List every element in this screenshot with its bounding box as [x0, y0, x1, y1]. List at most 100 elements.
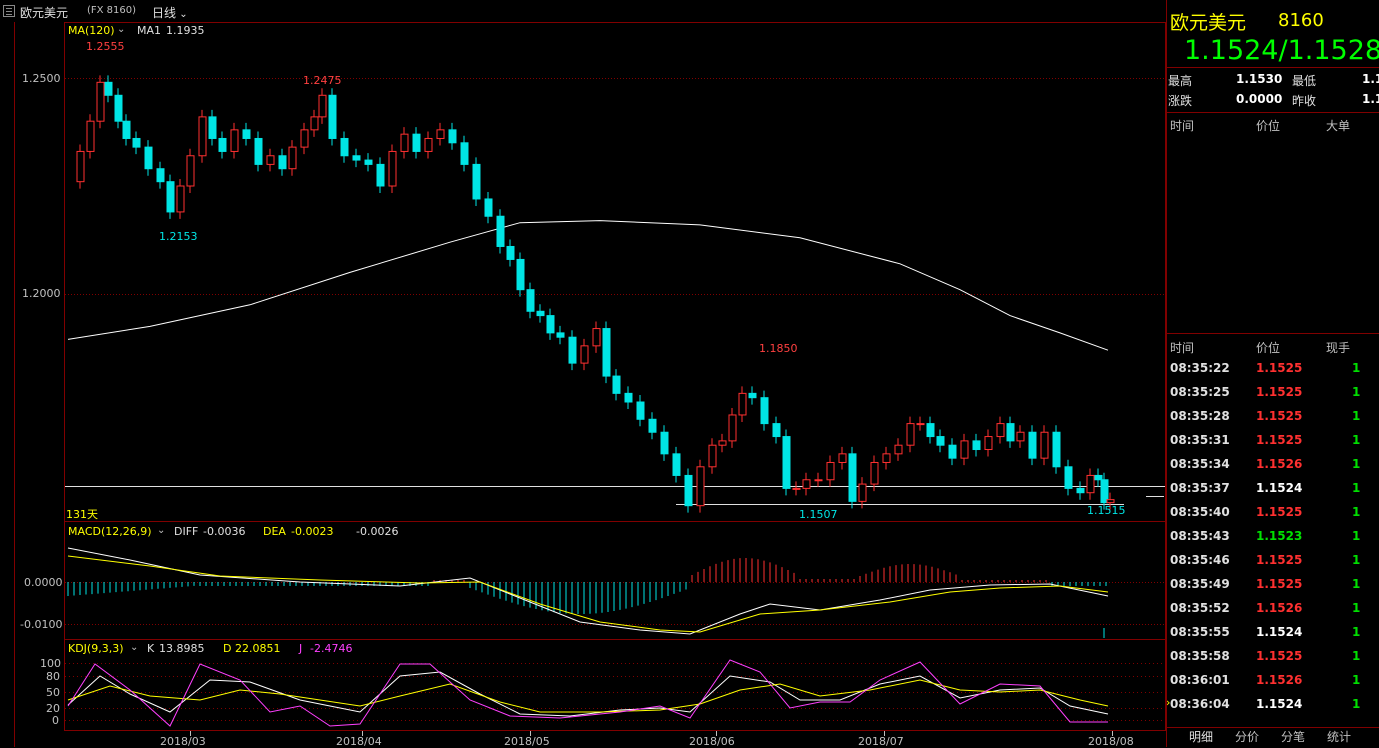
- x-tick-label: 2018/06: [689, 735, 735, 748]
- tick-row: 08:35:40 1.1525 1: [1166, 500, 1379, 524]
- tab-tick-list[interactable]: 分笔: [1280, 730, 1305, 744]
- candle-body: [400, 133, 409, 152]
- tick-price: 1.1525: [1256, 577, 1303, 591]
- menu-icon[interactable]: [3, 5, 15, 17]
- candle-body: [376, 163, 385, 187]
- candle-body: [984, 436, 993, 451]
- candle-body: [838, 453, 847, 463]
- y-tick-label: 0: [52, 714, 59, 727]
- tick-time: 08:35:37: [1170, 481, 1230, 495]
- chart-area[interactable]: [0, 0, 1166, 747]
- candle-body: [894, 444, 903, 455]
- tab-statistics[interactable]: 统计: [1326, 730, 1351, 744]
- tick-time: 08:35:43: [1170, 529, 1230, 543]
- tick-price: 1.1526: [1256, 457, 1303, 471]
- chevron-down-icon[interactable]: ⌄: [117, 24, 126, 35]
- x-tick-label: 2018/08: [1088, 735, 1134, 748]
- big-order-time-header: 时间: [1170, 119, 1195, 133]
- candle-body: [858, 483, 867, 502]
- candle-body: [814, 479, 823, 482]
- candle-body: [208, 116, 217, 139]
- candle-body: [526, 289, 535, 312]
- tick-price: 1.1526: [1256, 673, 1303, 687]
- candle-body: [972, 440, 981, 451]
- tick-volume: 1: [1352, 385, 1361, 399]
- tick-volume: 1: [1352, 625, 1361, 639]
- candle-body: [672, 453, 681, 476]
- candle-body: [288, 146, 297, 170]
- macd-indicator-title[interactable]: MACD(12,26,9): [68, 525, 152, 538]
- candle-body: [602, 328, 611, 377]
- candle-body: [1094, 474, 1103, 481]
- candle-body: [328, 94, 337, 139]
- macd-diff-line: [67, 547, 1109, 635]
- chevron-down-icon[interactable]: ⌄: [130, 642, 139, 653]
- tab-detail[interactable]: 明细: [1180, 728, 1222, 747]
- candle-body: [948, 444, 957, 459]
- candle-body: [496, 215, 505, 247]
- tick-row: 08:35:34 1.1526 1: [1166, 452, 1379, 476]
- high-value: 1.1530: [1236, 72, 1283, 86]
- tick-row: 08:35:58 1.1525 1: [1166, 644, 1379, 668]
- tick-volume: 1: [1352, 673, 1361, 687]
- tick-volume: 1: [1352, 481, 1361, 495]
- tick-price: 1.1524: [1256, 625, 1303, 639]
- candle-body: [648, 418, 657, 433]
- quote-panel: 欧元美元 8160 1.1524/1.1528 最高 1.1530 最低 1.1…: [1166, 0, 1379, 747]
- candle-body: [1086, 474, 1095, 494]
- candle-body: [624, 392, 633, 403]
- period-selector[interactable]: 日线 ⌄: [152, 4, 188, 21]
- candle-body: [460, 142, 469, 165]
- candle-body: [826, 461, 835, 481]
- y-tick-label: 0.0000: [24, 576, 63, 589]
- j-label: J: [299, 642, 303, 655]
- candle-body: [1040, 431, 1049, 459]
- kdj-d-line: [67, 679, 1109, 713]
- tick-volume: 1: [1352, 649, 1361, 663]
- candle-body: [882, 453, 891, 463]
- chart-title-bar: 欧元美元 (FX 8160) 日线 ⌄: [0, 0, 1164, 22]
- tick-price: 1.1525: [1256, 505, 1303, 519]
- x-tick-label: 2018/03: [160, 735, 206, 748]
- prev-close-value: 1.1: [1362, 92, 1379, 106]
- candle-body: [782, 436, 791, 489]
- d-value: 22.0851: [235, 642, 281, 655]
- tick-price: 1.1525: [1256, 385, 1303, 399]
- tick-time: 08:36:04: [1170, 697, 1230, 711]
- candle-body: [580, 345, 589, 364]
- day-count-label: 131天: [66, 508, 98, 521]
- y-tick-label: 1.2000: [22, 287, 61, 300]
- candle-body: [1064, 466, 1073, 489]
- tick-time: 08:35:25: [1170, 385, 1230, 399]
- tick-row: 08:35:52 1.1526 1: [1166, 596, 1379, 620]
- chevron-down-icon: ⌄: [176, 9, 188, 20]
- diff-label: DIFF: [174, 525, 199, 538]
- tick-row: 08:35:55 1.1524 1: [1166, 620, 1379, 644]
- candle-body: [772, 423, 781, 438]
- candle-body: [1016, 431, 1025, 442]
- candle-body: [1052, 431, 1061, 468]
- ma-indicator-title[interactable]: MA(120): [68, 24, 115, 37]
- candle-body: [230, 129, 239, 152]
- candle-body: [1028, 431, 1037, 459]
- candle-body: [424, 137, 433, 152]
- tick-price: 1.1526: [1256, 601, 1303, 615]
- tick-row: 08:35:37 1.1524 1: [1166, 476, 1379, 500]
- ma-line: [67, 220, 1109, 351]
- k-label: K: [147, 642, 155, 655]
- tick-price: 1.1523: [1256, 529, 1303, 543]
- candle-body: [364, 159, 373, 165]
- tick-price: 1.1525: [1256, 409, 1303, 423]
- tab-price-distribution[interactable]: 分价: [1234, 730, 1259, 744]
- chevron-down-icon[interactable]: ⌄: [157, 525, 166, 536]
- candle-body: [242, 129, 251, 139]
- d-label: D: [223, 642, 232, 655]
- k-value: 13.8985: [159, 642, 205, 655]
- tick-volume: 1: [1352, 553, 1361, 567]
- candle-body: [156, 168, 165, 183]
- candle-body: [76, 150, 85, 183]
- candle-body: [254, 137, 263, 165]
- tick-row: 08:35:25 1.1525 1: [1166, 380, 1379, 404]
- low-annotation: 1.2153: [159, 230, 198, 243]
- kdj-indicator-title[interactable]: KDJ(9,3,3): [68, 642, 124, 655]
